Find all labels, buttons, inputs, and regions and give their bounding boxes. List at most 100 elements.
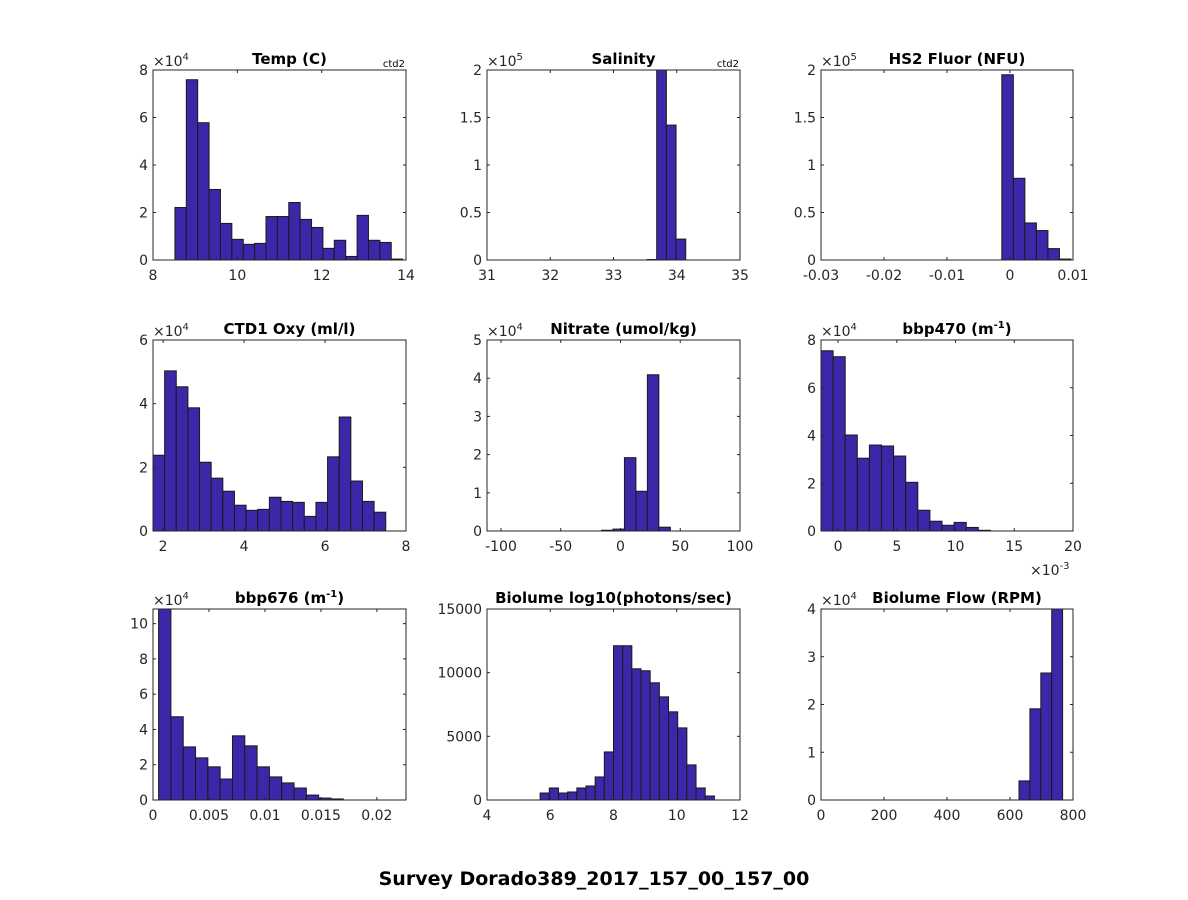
- histogram-bar: [675, 238, 687, 260]
- x-tick-label: 10: [228, 268, 246, 284]
- histogram-bar: [164, 370, 177, 531]
- x-tick-label: 35: [731, 268, 749, 284]
- histogram-bar: [539, 792, 550, 800]
- x-tick-label: 0: [834, 539, 843, 555]
- y-tick-label: 2: [139, 206, 148, 222]
- subplot-title: bbp676 (m-1): [235, 589, 344, 607]
- y-tick-label: 4: [139, 158, 148, 174]
- y-tick-label: 4: [139, 722, 148, 738]
- x-tick-label: 20: [1064, 539, 1082, 555]
- y-tick-label: 1: [473, 158, 482, 174]
- subplot-9: 0 200 400 600 800 0 1 2 3 4 ×104 Biolume Flow (RPM): [807, 589, 1086, 824]
- x-tick-label: -100: [485, 539, 517, 555]
- subplot-6: 0 5 10 15 20 0 2 4 6 8 ×104 ×10-3 bbp470 (m-1): [807, 320, 1082, 579]
- y-tick-label: 0: [473, 524, 482, 540]
- histogram-bar: [929, 520, 943, 531]
- histogram-bar: [594, 776, 605, 800]
- histogram-bar: [170, 716, 184, 800]
- bars: [821, 350, 991, 531]
- histogram-bar: [623, 457, 637, 531]
- histogram-bar: [231, 735, 246, 800]
- y-tick-label: 6: [139, 111, 148, 127]
- axes-box: [152, 339, 407, 532]
- x-tick-label: 800: [1060, 808, 1087, 824]
- y-tick-label: 10000: [437, 666, 482, 682]
- subplot-3: -0.03 -0.02 -0.01 0 0.01 0 0.5 1 1.5 2 ×105 HS2 Flu…: [794, 50, 1089, 284]
- histogram-bar: [1051, 609, 1064, 800]
- axes-background: [487, 70, 740, 260]
- histogram-bar: [1024, 222, 1037, 260]
- histogram-bar: [631, 668, 642, 800]
- histogram-bar: [905, 481, 919, 531]
- subplot-title: CTD1 Oxy (ml/l): [224, 320, 356, 338]
- y-tick-label: 6: [807, 381, 816, 397]
- histogram-bar: [557, 792, 569, 800]
- histogram-bar: [665, 124, 677, 260]
- x-tick-label: 34: [668, 268, 686, 284]
- histogram-bar: [367, 239, 381, 260]
- y-exponent-label: ×104: [487, 322, 523, 340]
- histogram-bar: [299, 218, 313, 260]
- histogram-bar: [635, 490, 648, 531]
- x-tick-label: 5: [892, 539, 901, 555]
- histogram-bar: [704, 795, 715, 800]
- histogram-bar: [576, 787, 587, 800]
- y-tick-label: 2: [139, 460, 148, 476]
- histogram-bar: [613, 645, 624, 800]
- y-tick-label: 0: [139, 793, 148, 809]
- subplot-title: HS2 Fluor (NFU): [889, 50, 1026, 68]
- y-tick-label: 4: [807, 602, 816, 618]
- histogram-bar: [174, 207, 187, 260]
- histogram-bar: [208, 188, 221, 260]
- histogram-bar: [158, 609, 172, 800]
- histogram-bar: [254, 242, 267, 260]
- y-exponent-label: ×104: [153, 322, 189, 340]
- x-tick-label: 12: [313, 268, 331, 284]
- histogram-bar: [695, 787, 706, 800]
- y-exponent-label: ×105: [821, 52, 857, 70]
- histogram-bar: [567, 791, 578, 800]
- histogram-bar: [1029, 708, 1042, 800]
- subplot-title: Temp (C): [252, 50, 327, 68]
- x-tick-label: 0: [817, 808, 826, 824]
- histogram-bar: [333, 239, 347, 260]
- y-tick-label: 4: [139, 397, 148, 413]
- histogram-bar: [195, 757, 209, 800]
- histogram-bar: [1040, 672, 1053, 800]
- subplot-title: bbp470 (m-1): [902, 320, 1011, 338]
- histogram-bar: [330, 798, 344, 800]
- x-tick-label: 32: [541, 268, 559, 284]
- histogram-bar: [153, 454, 166, 531]
- histogram-bar: [677, 727, 688, 800]
- y-tick-label: 1: [807, 158, 816, 174]
- y-tick-label: 2: [139, 758, 148, 774]
- bars: [158, 609, 344, 800]
- x-tick-label: 10: [668, 808, 686, 824]
- subplot-title: Nitrate (umol/kg): [550, 320, 697, 338]
- histogram-bar: [268, 496, 282, 531]
- x-tick-label: 33: [605, 268, 623, 284]
- y-exponent-label: ×105: [487, 52, 523, 70]
- x-tick-label: -0.01: [929, 268, 965, 284]
- x-tick-label: 0.02: [361, 808, 392, 824]
- figure-suptitle: Survey Dorado389_2017_157_00_157_00: [378, 868, 810, 890]
- x-tick-label: 6: [321, 539, 330, 555]
- y-exponent-label: ×104: [153, 52, 189, 70]
- x-tick-label: 10: [947, 539, 965, 555]
- y-tick-label: 3: [807, 650, 816, 666]
- x-tick-label: -50: [549, 539, 572, 555]
- histogram-bar: [315, 501, 329, 531]
- histogram-bar: [622, 645, 633, 800]
- y-tick-label: 5000: [446, 729, 482, 745]
- x-tick-label: 31: [478, 268, 496, 284]
- histogram-bar: [345, 255, 358, 260]
- y-tick-label: 1.5: [794, 111, 816, 127]
- histogram-bar: [373, 511, 387, 531]
- y-tick-label: 3: [473, 409, 482, 425]
- histogram-bar: [185, 79, 199, 260]
- histogram-bar: [821, 350, 834, 531]
- histogram-bar: [219, 222, 233, 260]
- x-exponent-label: ×10-3: [1030, 561, 1070, 579]
- histogram-bar: [231, 238, 244, 260]
- x-tick-label: 2: [159, 539, 168, 555]
